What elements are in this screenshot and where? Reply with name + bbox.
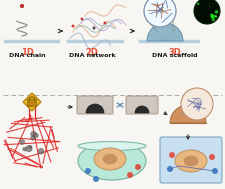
Circle shape — [20, 4, 24, 8]
Circle shape — [197, 3, 199, 5]
Circle shape — [144, 0, 176, 27]
Bar — [0, 95, 225, 189]
Ellipse shape — [78, 142, 146, 150]
Circle shape — [81, 18, 83, 20]
Bar — [0, 0, 225, 95]
Ellipse shape — [94, 148, 126, 170]
Ellipse shape — [175, 150, 207, 172]
Ellipse shape — [103, 154, 117, 164]
Wedge shape — [86, 104, 104, 113]
Wedge shape — [170, 105, 206, 123]
Text: DNA network: DNA network — [69, 53, 115, 58]
Circle shape — [31, 136, 35, 140]
Circle shape — [167, 166, 173, 172]
Circle shape — [194, 0, 220, 24]
FancyBboxPatch shape — [126, 96, 158, 114]
Circle shape — [209, 6, 210, 7]
Ellipse shape — [184, 156, 198, 166]
Wedge shape — [135, 106, 149, 113]
Text: 2D: 2D — [86, 48, 99, 57]
Circle shape — [214, 15, 217, 17]
Circle shape — [34, 133, 38, 138]
Circle shape — [169, 152, 175, 158]
FancyBboxPatch shape — [77, 96, 113, 114]
Circle shape — [26, 145, 32, 152]
Circle shape — [215, 10, 218, 14]
Circle shape — [212, 168, 218, 174]
Circle shape — [181, 88, 213, 120]
Circle shape — [215, 15, 217, 18]
Circle shape — [135, 164, 141, 170]
Ellipse shape — [78, 142, 146, 180]
Polygon shape — [23, 93, 41, 111]
Circle shape — [29, 145, 32, 149]
Circle shape — [210, 14, 215, 18]
Circle shape — [23, 147, 27, 151]
Circle shape — [209, 3, 210, 4]
Circle shape — [209, 154, 215, 160]
Circle shape — [93, 176, 99, 182]
Circle shape — [104, 22, 106, 24]
Circle shape — [85, 168, 91, 174]
Circle shape — [72, 25, 74, 27]
Circle shape — [210, 14, 212, 15]
FancyBboxPatch shape — [27, 99, 36, 106]
Wedge shape — [147, 23, 183, 41]
Circle shape — [93, 27, 95, 29]
Circle shape — [127, 172, 133, 178]
Circle shape — [38, 148, 44, 154]
Text: 3D: 3D — [169, 48, 181, 57]
Circle shape — [20, 139, 25, 144]
Circle shape — [212, 18, 215, 21]
Circle shape — [31, 131, 36, 137]
Text: DNA scaffold: DNA scaffold — [152, 53, 198, 58]
Text: DNA chain: DNA chain — [9, 53, 45, 58]
Text: 1D: 1D — [20, 48, 34, 57]
FancyBboxPatch shape — [160, 137, 222, 183]
